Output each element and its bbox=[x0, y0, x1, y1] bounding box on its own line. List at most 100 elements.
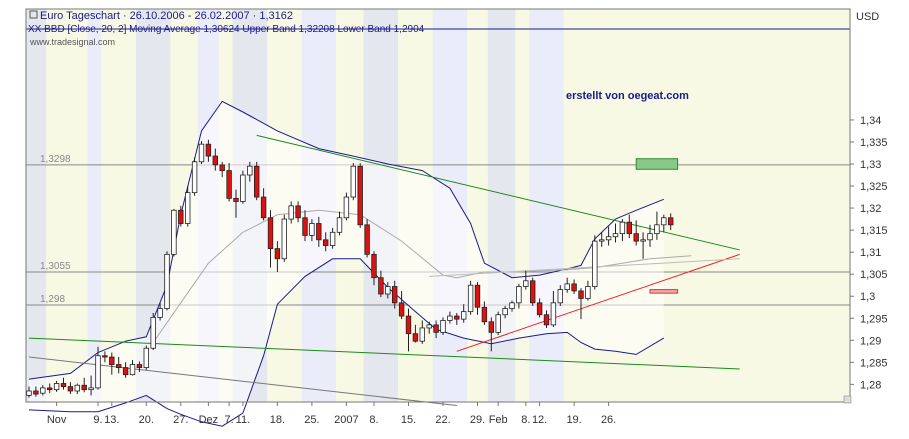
candle-down bbox=[481, 301, 488, 325]
week-band bbox=[467, 9, 488, 402]
candle-up bbox=[143, 345, 149, 370]
candle-body bbox=[233, 197, 239, 202]
candle-down bbox=[60, 377, 67, 390]
candle-down bbox=[322, 232, 329, 252]
candle-body bbox=[543, 314, 550, 326]
candle-up bbox=[157, 302, 163, 321]
week-band bbox=[87, 9, 102, 402]
candle-down bbox=[205, 139, 212, 162]
x-tick-label: 22. bbox=[435, 414, 450, 426]
candle-up bbox=[329, 227, 336, 249]
candle-down bbox=[433, 320, 439, 339]
candle-body bbox=[116, 364, 122, 369]
candle-body bbox=[474, 284, 481, 308]
price-level-label: 1,3055 bbox=[40, 261, 71, 272]
candle-up bbox=[26, 386, 32, 398]
candle-body bbox=[647, 233, 653, 241]
x-tick-label: 29. bbox=[470, 414, 485, 426]
candle-down bbox=[67, 382, 74, 395]
candle-body bbox=[488, 321, 494, 333]
candle-body bbox=[405, 315, 412, 335]
candle-down bbox=[626, 214, 632, 239]
candle-down bbox=[364, 219, 370, 258]
candle-up bbox=[605, 226, 612, 246]
y-tick-label: 1,29 bbox=[860, 335, 881, 347]
candle-up bbox=[74, 383, 80, 395]
candle-body bbox=[40, 387, 46, 394]
candle-body bbox=[205, 143, 212, 157]
resize-grip[interactable] bbox=[843, 395, 852, 404]
candle-down bbox=[219, 161, 225, 178]
y-tick-label: 1,31 bbox=[860, 247, 881, 259]
y-tick-label: 1,335 bbox=[860, 137, 888, 149]
y-tick-label: 1,295 bbox=[860, 313, 888, 325]
candle-body bbox=[433, 324, 439, 333]
candle-body bbox=[267, 217, 274, 250]
x-tick-label: 8. bbox=[369, 414, 378, 426]
candle-down bbox=[233, 189, 239, 218]
candle-body bbox=[178, 209, 184, 224]
candle-body bbox=[157, 308, 163, 318]
candle-body bbox=[626, 221, 632, 235]
candle-down bbox=[116, 357, 122, 374]
x-tick-label: 15. bbox=[401, 414, 416, 426]
candle-up bbox=[502, 305, 508, 319]
target-zones bbox=[635, 158, 679, 294]
candle-down bbox=[454, 312, 460, 325]
candle-up bbox=[164, 251, 170, 311]
candle-down bbox=[81, 377, 87, 393]
price-level-label: 1,298 bbox=[40, 294, 65, 305]
candle-body bbox=[288, 205, 294, 220]
candle-up bbox=[661, 214, 667, 233]
chart-handle-icon[interactable] bbox=[29, 10, 38, 19]
candle-body bbox=[536, 302, 543, 316]
candle-up bbox=[40, 385, 46, 396]
candle-up bbox=[516, 283, 522, 309]
candle-body bbox=[502, 308, 508, 316]
y-tick-label: 1,3 bbox=[860, 291, 875, 303]
candle-up bbox=[592, 235, 598, 290]
x-tick-label: 19. bbox=[566, 414, 581, 426]
y-tick-label: 1,315 bbox=[860, 225, 888, 237]
candle-body bbox=[357, 165, 363, 226]
candle-body bbox=[412, 333, 419, 342]
candle-down bbox=[33, 386, 39, 397]
candle-body bbox=[460, 311, 467, 320]
y-tick-label: 1,305 bbox=[860, 269, 888, 281]
candle-down bbox=[543, 310, 550, 328]
candle-body bbox=[661, 217, 667, 226]
candle-down bbox=[260, 188, 267, 221]
price-level-label: 1,3298 bbox=[40, 154, 71, 165]
candle-up bbox=[129, 360, 136, 376]
candle-body bbox=[198, 143, 205, 163]
candle-body bbox=[419, 327, 425, 342]
candle-down bbox=[102, 351, 108, 363]
week-band bbox=[101, 9, 136, 402]
candle-down bbox=[391, 280, 398, 309]
y-tick-label: 1,325 bbox=[860, 181, 888, 193]
candle-body bbox=[129, 364, 136, 376]
candle-body bbox=[550, 302, 557, 326]
y-tick-label: 1,32 bbox=[860, 203, 881, 215]
candle-down bbox=[371, 251, 377, 286]
candle-body bbox=[530, 280, 536, 304]
candle-down bbox=[378, 270, 384, 298]
candle-body bbox=[109, 356, 115, 365]
candle-down bbox=[412, 324, 419, 343]
candle-body bbox=[564, 283, 570, 291]
candle-up bbox=[467, 280, 474, 315]
x-tick-label: 13. bbox=[104, 414, 119, 426]
resize-grip-icon[interactable] bbox=[843, 395, 852, 404]
candle-body bbox=[633, 233, 639, 242]
candle-down bbox=[668, 213, 674, 231]
x-tick-label: 18. bbox=[270, 414, 285, 426]
week-band bbox=[515, 9, 530, 402]
candle-up bbox=[240, 170, 246, 204]
candle-down bbox=[178, 205, 184, 227]
candle-body bbox=[391, 286, 398, 304]
candle-body bbox=[316, 223, 322, 241]
x-tick-label: 8. bbox=[521, 414, 530, 426]
candle-up bbox=[191, 157, 198, 196]
gray-flat-line bbox=[429, 258, 740, 277]
candle-up bbox=[523, 270, 529, 290]
